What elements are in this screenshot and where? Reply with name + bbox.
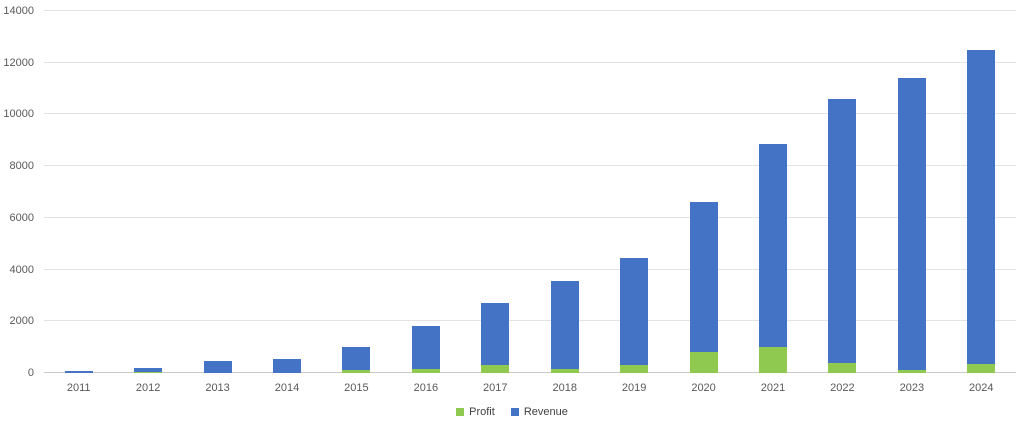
bar-segment-profit-2019[interactable] bbox=[620, 365, 649, 373]
bar-segment-revenue-2018[interactable] bbox=[550, 281, 579, 370]
chart-plot-area bbox=[44, 10, 1016, 373]
bar-2024[interactable] bbox=[967, 11, 996, 373]
bar-segment-revenue-2013[interactable] bbox=[203, 361, 232, 373]
legend-item-profit[interactable]: Profit bbox=[456, 406, 495, 418]
x-axis-tick-2016: 2016 bbox=[413, 382, 439, 394]
bar-2017[interactable] bbox=[481, 11, 510, 373]
bar-2012[interactable] bbox=[134, 11, 163, 373]
y-axis-tick-6000: 6000 bbox=[9, 211, 34, 224]
revenue-swatch-icon bbox=[510, 408, 519, 416]
bar-2018[interactable] bbox=[550, 11, 579, 373]
legend-item-revenue[interactable]: Revenue bbox=[510, 406, 568, 418]
x-axis-tick-2017: 2017 bbox=[483, 382, 508, 394]
bar-segment-profit-2012[interactable] bbox=[134, 371, 163, 373]
bar-segment-revenue-2017[interactable] bbox=[481, 303, 510, 366]
bar-2022[interactable] bbox=[828, 11, 857, 373]
x-axis-tick-2020: 2020 bbox=[691, 382, 716, 394]
bar-segment-revenue-2024[interactable] bbox=[967, 49, 996, 364]
gridline-8000 bbox=[44, 165, 1016, 167]
profit-swatch-icon bbox=[456, 408, 465, 416]
bar-segment-revenue-2022[interactable] bbox=[828, 98, 857, 363]
x-axis-tick-2011: 2011 bbox=[66, 382, 91, 394]
bar-segment-profit-2022[interactable] bbox=[828, 362, 857, 373]
gridline-0 bbox=[44, 372, 1016, 373]
bar-2015[interactable] bbox=[342, 11, 371, 373]
x-axis-tick-2015: 2015 bbox=[344, 382, 369, 394]
legend-label-profit: Profit bbox=[469, 406, 495, 418]
bar-2014[interactable] bbox=[273, 11, 301, 373]
gridline-4000 bbox=[44, 268, 1016, 270]
x-axis-tick-2013: 2013 bbox=[205, 382, 230, 394]
x-axis-tick-2023: 2023 bbox=[899, 382, 925, 394]
gridline-2000 bbox=[44, 320, 1016, 322]
bar-2016[interactable] bbox=[411, 11, 440, 373]
y-axis-tick-14000: 14000 bbox=[3, 5, 34, 17]
x-axis: 2011 2012 2013 2014 2015 2016 2017 2018 2019 2020… bbox=[44, 382, 1016, 398]
bar-2019[interactable] bbox=[620, 11, 649, 373]
bar-2013[interactable] bbox=[203, 11, 232, 373]
x-axis-tick-2018: 2018 bbox=[552, 382, 577, 394]
bar-2011[interactable] bbox=[64, 11, 93, 373]
bar-2020[interactable] bbox=[689, 11, 718, 373]
bar-segment-profit-2024[interactable] bbox=[967, 363, 996, 373]
bar-segment-profit-2016[interactable] bbox=[411, 369, 440, 373]
x-axis-tick-2019: 2019 bbox=[621, 382, 647, 394]
bar-segment-revenue-2016[interactable] bbox=[411, 326, 440, 370]
bar-2023[interactable] bbox=[897, 11, 926, 373]
y-axis: 0 2000 4000 6000 8000 10000 12000 14000 bbox=[0, 5, 37, 379]
bar-segment-profit-2017[interactable] bbox=[481, 365, 510, 373]
bar-segment-profit-2018[interactable] bbox=[550, 369, 579, 373]
gridline-10000 bbox=[44, 113, 1016, 115]
y-axis-tick-0: 0 bbox=[27, 367, 34, 379]
bar-segment-revenue-2023[interactable] bbox=[897, 78, 926, 371]
y-axis-tick-12000: 12000 bbox=[3, 56, 34, 69]
chart-legend: Profit Revenue bbox=[0, 406, 1024, 418]
y-axis-tick-8000: 8000 bbox=[9, 160, 34, 173]
x-axis-tick-2012: 2012 bbox=[135, 382, 161, 394]
bar-segment-profit-2015[interactable] bbox=[342, 370, 371, 373]
y-axis-tick-4000: 4000 bbox=[9, 263, 34, 276]
legend-label-revenue: Revenue bbox=[523, 406, 568, 418]
gridline-12000 bbox=[44, 61, 1016, 63]
bar-segment-revenue-2011[interactable] bbox=[64, 371, 93, 373]
bar-segment-profit-2021[interactable] bbox=[759, 347, 787, 373]
x-axis-tick-2022: 2022 bbox=[830, 382, 855, 394]
bar-segment-revenue-2012[interactable] bbox=[134, 367, 163, 372]
bar-segment-profit-2020[interactable] bbox=[689, 352, 718, 373]
y-axis-tick-2000: 2000 bbox=[9, 315, 34, 328]
x-axis-tick-2021: 2021 bbox=[760, 382, 786, 394]
bar-segment-revenue-2020[interactable] bbox=[689, 202, 718, 353]
gridline-6000 bbox=[44, 216, 1016, 218]
bar-segment-revenue-2015[interactable] bbox=[342, 347, 371, 371]
bar-segment-revenue-2014[interactable] bbox=[273, 358, 301, 373]
y-axis-tick-10000: 10000 bbox=[3, 108, 34, 121]
bar-segment-revenue-2019[interactable] bbox=[620, 257, 649, 366]
bar-2021[interactable] bbox=[759, 11, 787, 373]
bar-segment-revenue-2021[interactable] bbox=[759, 144, 787, 348]
x-axis-tick-2014: 2014 bbox=[274, 382, 300, 394]
gridline-14000 bbox=[44, 10, 1016, 11]
x-axis-tick-2024: 2024 bbox=[969, 382, 994, 394]
bar-segment-profit-2023[interactable] bbox=[897, 370, 926, 373]
